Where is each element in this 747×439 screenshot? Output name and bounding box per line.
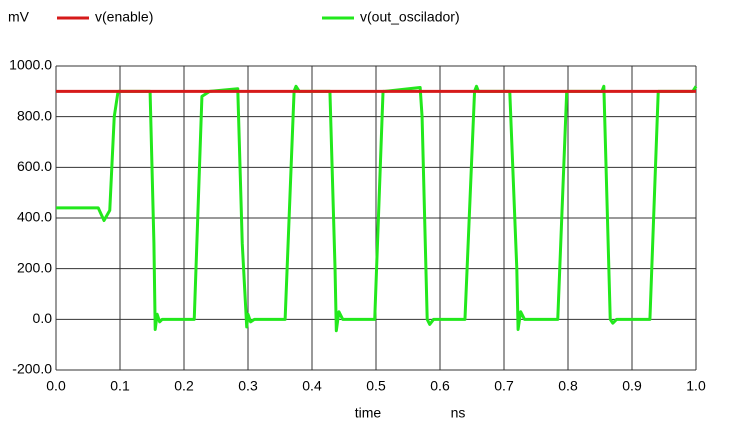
x-tick-label: 0.2 bbox=[174, 378, 194, 394]
x-tick-label: 0.4 bbox=[302, 378, 322, 394]
x-axis-label: time bbox=[355, 405, 382, 421]
x-tick-label: 0.0 bbox=[46, 378, 66, 394]
x-tick-label: 0.8 bbox=[558, 378, 578, 394]
x-unit-label: ns bbox=[451, 405, 466, 421]
x-tick-label: 0.1 bbox=[110, 378, 130, 394]
x-tick-label: 0.3 bbox=[238, 378, 258, 394]
legend-label: v(out_oscilador) bbox=[360, 9, 460, 25]
x-tick-label: 1.0 bbox=[686, 378, 706, 394]
y-tick-label: 0.0 bbox=[33, 310, 53, 326]
x-tick-label: 0.5 bbox=[366, 378, 386, 394]
y-tick-label: 600.0 bbox=[17, 158, 52, 174]
x-tick-label: 0.7 bbox=[494, 378, 514, 394]
y-tick-label: -200.0 bbox=[12, 361, 52, 377]
y-tick-label: 400.0 bbox=[17, 209, 52, 225]
y-tick-label: 800.0 bbox=[17, 107, 52, 123]
y-tick-label: 1000.0 bbox=[9, 57, 52, 73]
y-unit-label: mV bbox=[8, 9, 30, 25]
legend-label: v(enable) bbox=[95, 9, 153, 25]
x-tick-label: 0.6 bbox=[430, 378, 450, 394]
x-tick-label: 0.9 bbox=[622, 378, 642, 394]
y-tick-label: 200.0 bbox=[17, 259, 52, 275]
